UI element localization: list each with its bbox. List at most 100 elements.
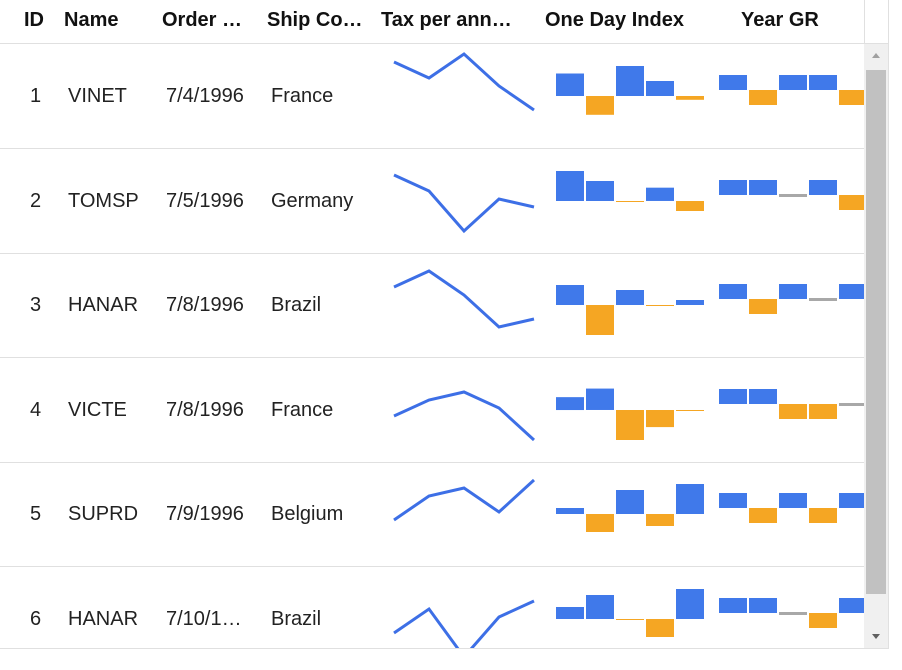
year-gr-bar	[779, 493, 807, 508]
year-gr-bar	[719, 597, 747, 613]
one-day-bar	[616, 66, 644, 96]
one-day-bar	[616, 490, 644, 514]
year-gr-bar	[809, 508, 837, 523]
cell-order-date: 7/4/1996	[166, 85, 244, 107]
year-gr-bar	[749, 90, 777, 105]
year-gr-bar	[779, 193, 807, 197]
year-gr-bar	[809, 179, 837, 195]
cell-order-date: 7/10/1996	[166, 607, 246, 630]
header-year-gr[interactable]: Year GR	[741, 9, 819, 31]
one-day-bar	[646, 305, 674, 306]
cell-id: 1	[30, 85, 42, 107]
one-day-bar	[616, 409, 644, 440]
one-day-index-sparkline	[556, 588, 704, 637]
cell-name: TOMSP	[68, 189, 139, 212]
cell-order-date: 7/8/1996	[166, 294, 244, 316]
header-one-day-index[interactable]: One Day Index	[545, 9, 684, 31]
one-day-bar	[676, 200, 704, 211]
header-name[interactable]: Name	[64, 9, 119, 31]
grid-body: 1 VINET 7/4/1996 France 2 TOMSP 7/5/1996 German…	[0, 44, 864, 648]
one-day-bar	[646, 618, 674, 637]
cell-ship-country: Brazil	[271, 607, 322, 630]
cell-id: 5	[30, 503, 42, 525]
cell-ship-country: Germany	[271, 189, 354, 212]
cell-ship-country: Brazil	[271, 294, 322, 316]
year-gr-bar	[839, 90, 864, 105]
one-day-bar	[586, 388, 614, 410]
one-day-bar	[586, 180, 614, 201]
year-gr-bar	[749, 388, 777, 404]
year-gr-bar	[719, 284, 747, 299]
one-day-bar	[556, 396, 584, 410]
one-day-bar	[676, 96, 704, 100]
header-ship-country[interactable]: Ship Country	[267, 9, 363, 31]
scrollbar-thumb[interactable]	[866, 70, 886, 594]
chevron-down-icon	[872, 634, 880, 639]
one-day-bar	[646, 514, 674, 526]
one-day-bar	[556, 285, 584, 305]
one-day-bar	[676, 588, 704, 619]
one-day-index-sparkline	[556, 484, 704, 532]
year-gr-bar	[839, 284, 864, 299]
header-order-date[interactable]: Order Date	[162, 9, 248, 31]
cell-name: VINET	[68, 85, 127, 107]
tax-sparkline-series	[393, 389, 536, 441]
one-day-bar	[556, 73, 584, 96]
year-gr-bar	[719, 179, 747, 195]
year-gr-bar	[839, 194, 864, 210]
table-row[interactable]: 2 TOMSP 7/5/1996 Germany	[0, 149, 864, 254]
cell-name: HANAR	[68, 294, 139, 316]
scroll-up-button[interactable]	[864, 44, 888, 64]
table-row[interactable]: 1 VINET 7/4/1996 France	[0, 44, 864, 149]
scroll-down-button[interactable]	[864, 628, 888, 648]
year-gr-bar	[719, 388, 747, 404]
cell-id: 3	[30, 294, 42, 316]
year-gr-sparkline	[719, 75, 864, 105]
one-day-bar	[646, 409, 674, 427]
tax-sparkline-series	[393, 173, 535, 233]
header-id[interactable]: ID	[24, 9, 44, 31]
tax-sparkline-series	[393, 269, 535, 329]
one-day-index-sparkline	[556, 285, 704, 335]
tax-sparkline-series	[393, 478, 536, 522]
one-day-index-sparkline	[556, 388, 704, 440]
table-row[interactable]: 6 HANAR 7/10/1996 Brazil	[0, 567, 864, 648]
one-day-bar	[616, 618, 644, 620]
year-gr-bar	[839, 493, 864, 508]
cell-name: VICTE	[68, 398, 127, 421]
table-row[interactable]: 3 HANAR 7/8/1996 Brazil	[0, 253, 864, 358]
cell-name: HANAR	[68, 607, 139, 630]
year-gr-bar	[719, 493, 747, 508]
year-gr-sparkline	[719, 388, 864, 419]
header-tax-per-annum[interactable]: Tax per annum	[381, 9, 519, 31]
year-gr-sparkline	[719, 597, 864, 628]
table-row[interactable]: 4 VICTE 7/8/1996 France	[0, 358, 864, 463]
year-gr-bar	[809, 298, 837, 301]
year-gr-bar	[749, 179, 777, 195]
one-day-bar	[676, 484, 704, 514]
vertical-scrollbar[interactable]	[864, 44, 888, 648]
year-gr-bar	[779, 75, 807, 90]
cell-id: 4	[30, 398, 42, 421]
year-gr-sparkline	[719, 493, 864, 523]
one-day-bar	[586, 96, 614, 115]
cell-id: 2	[30, 189, 42, 212]
cell-order-date: 7/8/1996	[166, 398, 244, 421]
tax-sparkline	[393, 173, 535, 233]
one-day-bar	[556, 170, 584, 201]
cell-order-date: 7/9/1996	[166, 503, 244, 525]
year-gr-bar	[749, 597, 777, 613]
one-day-bar	[556, 508, 584, 514]
tax-sparkline	[393, 269, 535, 329]
chevron-up-icon	[872, 53, 880, 58]
year-gr-bar	[749, 299, 777, 314]
year-gr-bar	[809, 403, 837, 419]
tax-sparkline	[393, 389, 536, 441]
year-gr-bar	[809, 612, 837, 628]
year-gr-sparkline	[719, 284, 864, 314]
table-row[interactable]: 5 SUPRD 7/9/1996 Belgium	[0, 462, 864, 567]
header-scroll-filler	[864, 0, 888, 44]
one-day-bar	[586, 305, 614, 335]
cell-ship-country: Belgium	[271, 503, 344, 525]
cell-ship-country: France	[271, 85, 334, 107]
